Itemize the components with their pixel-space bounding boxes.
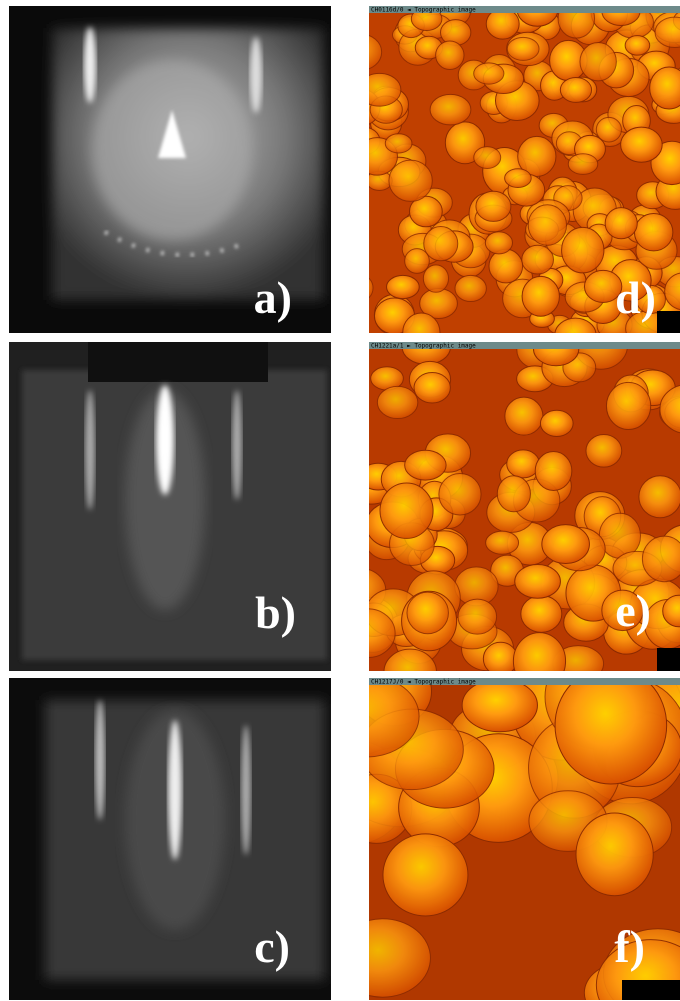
- afm-header: CH1217J/0 ◄ Topographic image: [371, 679, 476, 686]
- panel-label: c): [254, 921, 290, 972]
- panel-label: d): [615, 272, 656, 323]
- grain: [642, 536, 680, 582]
- grain: [507, 450, 540, 478]
- grain: [562, 227, 604, 273]
- grain: [540, 410, 573, 436]
- grain: [414, 372, 450, 402]
- grain: [634, 214, 672, 251]
- grain: [605, 208, 637, 239]
- grain: [576, 813, 653, 896]
- grain: [522, 276, 559, 316]
- grain: [586, 435, 622, 468]
- grain: [341, 609, 395, 658]
- corner-mark: [622, 980, 680, 1000]
- grain: [606, 382, 650, 429]
- grain: [505, 397, 543, 435]
- grain: [430, 94, 471, 125]
- grain: [389, 160, 432, 201]
- panel-label: e): [615, 585, 651, 636]
- grain: [486, 531, 519, 554]
- afm-header: CH1221a/1 ► Topographic image: [371, 343, 476, 350]
- grain: [560, 77, 591, 102]
- afm-panel: [334, 321, 680, 695]
- afm-header: CH0116d/0 ◄ Topographic image: [371, 7, 476, 14]
- grain: [474, 147, 501, 169]
- grain: [476, 191, 511, 221]
- page: {"rheed": [{"label": "a)"}, {"label": "b…: [0, 0, 680, 1001]
- grain: [515, 565, 561, 599]
- panel-label: a): [254, 272, 292, 323]
- grain: [639, 476, 680, 518]
- grain: [528, 205, 566, 245]
- grain: [507, 37, 539, 60]
- grain: [485, 232, 512, 254]
- grain: [455, 275, 486, 301]
- grain: [458, 599, 497, 634]
- grain: [497, 476, 530, 512]
- grain: [407, 592, 448, 634]
- grain: [505, 169, 532, 188]
- grain: [621, 127, 663, 162]
- grain: [436, 41, 464, 70]
- grain: [377, 386, 417, 418]
- grain: [380, 483, 433, 538]
- grain: [383, 834, 468, 916]
- grain: [580, 42, 616, 80]
- grain: [542, 525, 590, 564]
- grain: [348, 275, 373, 301]
- grain: [387, 275, 420, 298]
- grain: [385, 134, 412, 153]
- corner-mark: [657, 648, 680, 671]
- grain: [462, 679, 537, 732]
- corner-mark: [657, 311, 680, 333]
- grain: [596, 117, 621, 142]
- grain: [568, 154, 598, 175]
- grain: [358, 73, 401, 106]
- grain: [486, 9, 519, 40]
- grain: [339, 34, 381, 70]
- grain: [558, 0, 594, 38]
- panel-label: b): [255, 587, 296, 638]
- grain: [424, 226, 458, 260]
- grain: [489, 249, 523, 283]
- grain: [535, 452, 572, 491]
- grain: [335, 919, 431, 997]
- panel-label: f): [614, 921, 645, 972]
- grain: [483, 642, 517, 675]
- grain: [474, 63, 504, 84]
- grain: [625, 36, 650, 56]
- figure: CH0116d/0 ◄ Topographic image CH1221a/1 …: [0, 0, 680, 1001]
- grain: [439, 473, 481, 514]
- grain: [405, 450, 446, 480]
- grain: [521, 595, 562, 632]
